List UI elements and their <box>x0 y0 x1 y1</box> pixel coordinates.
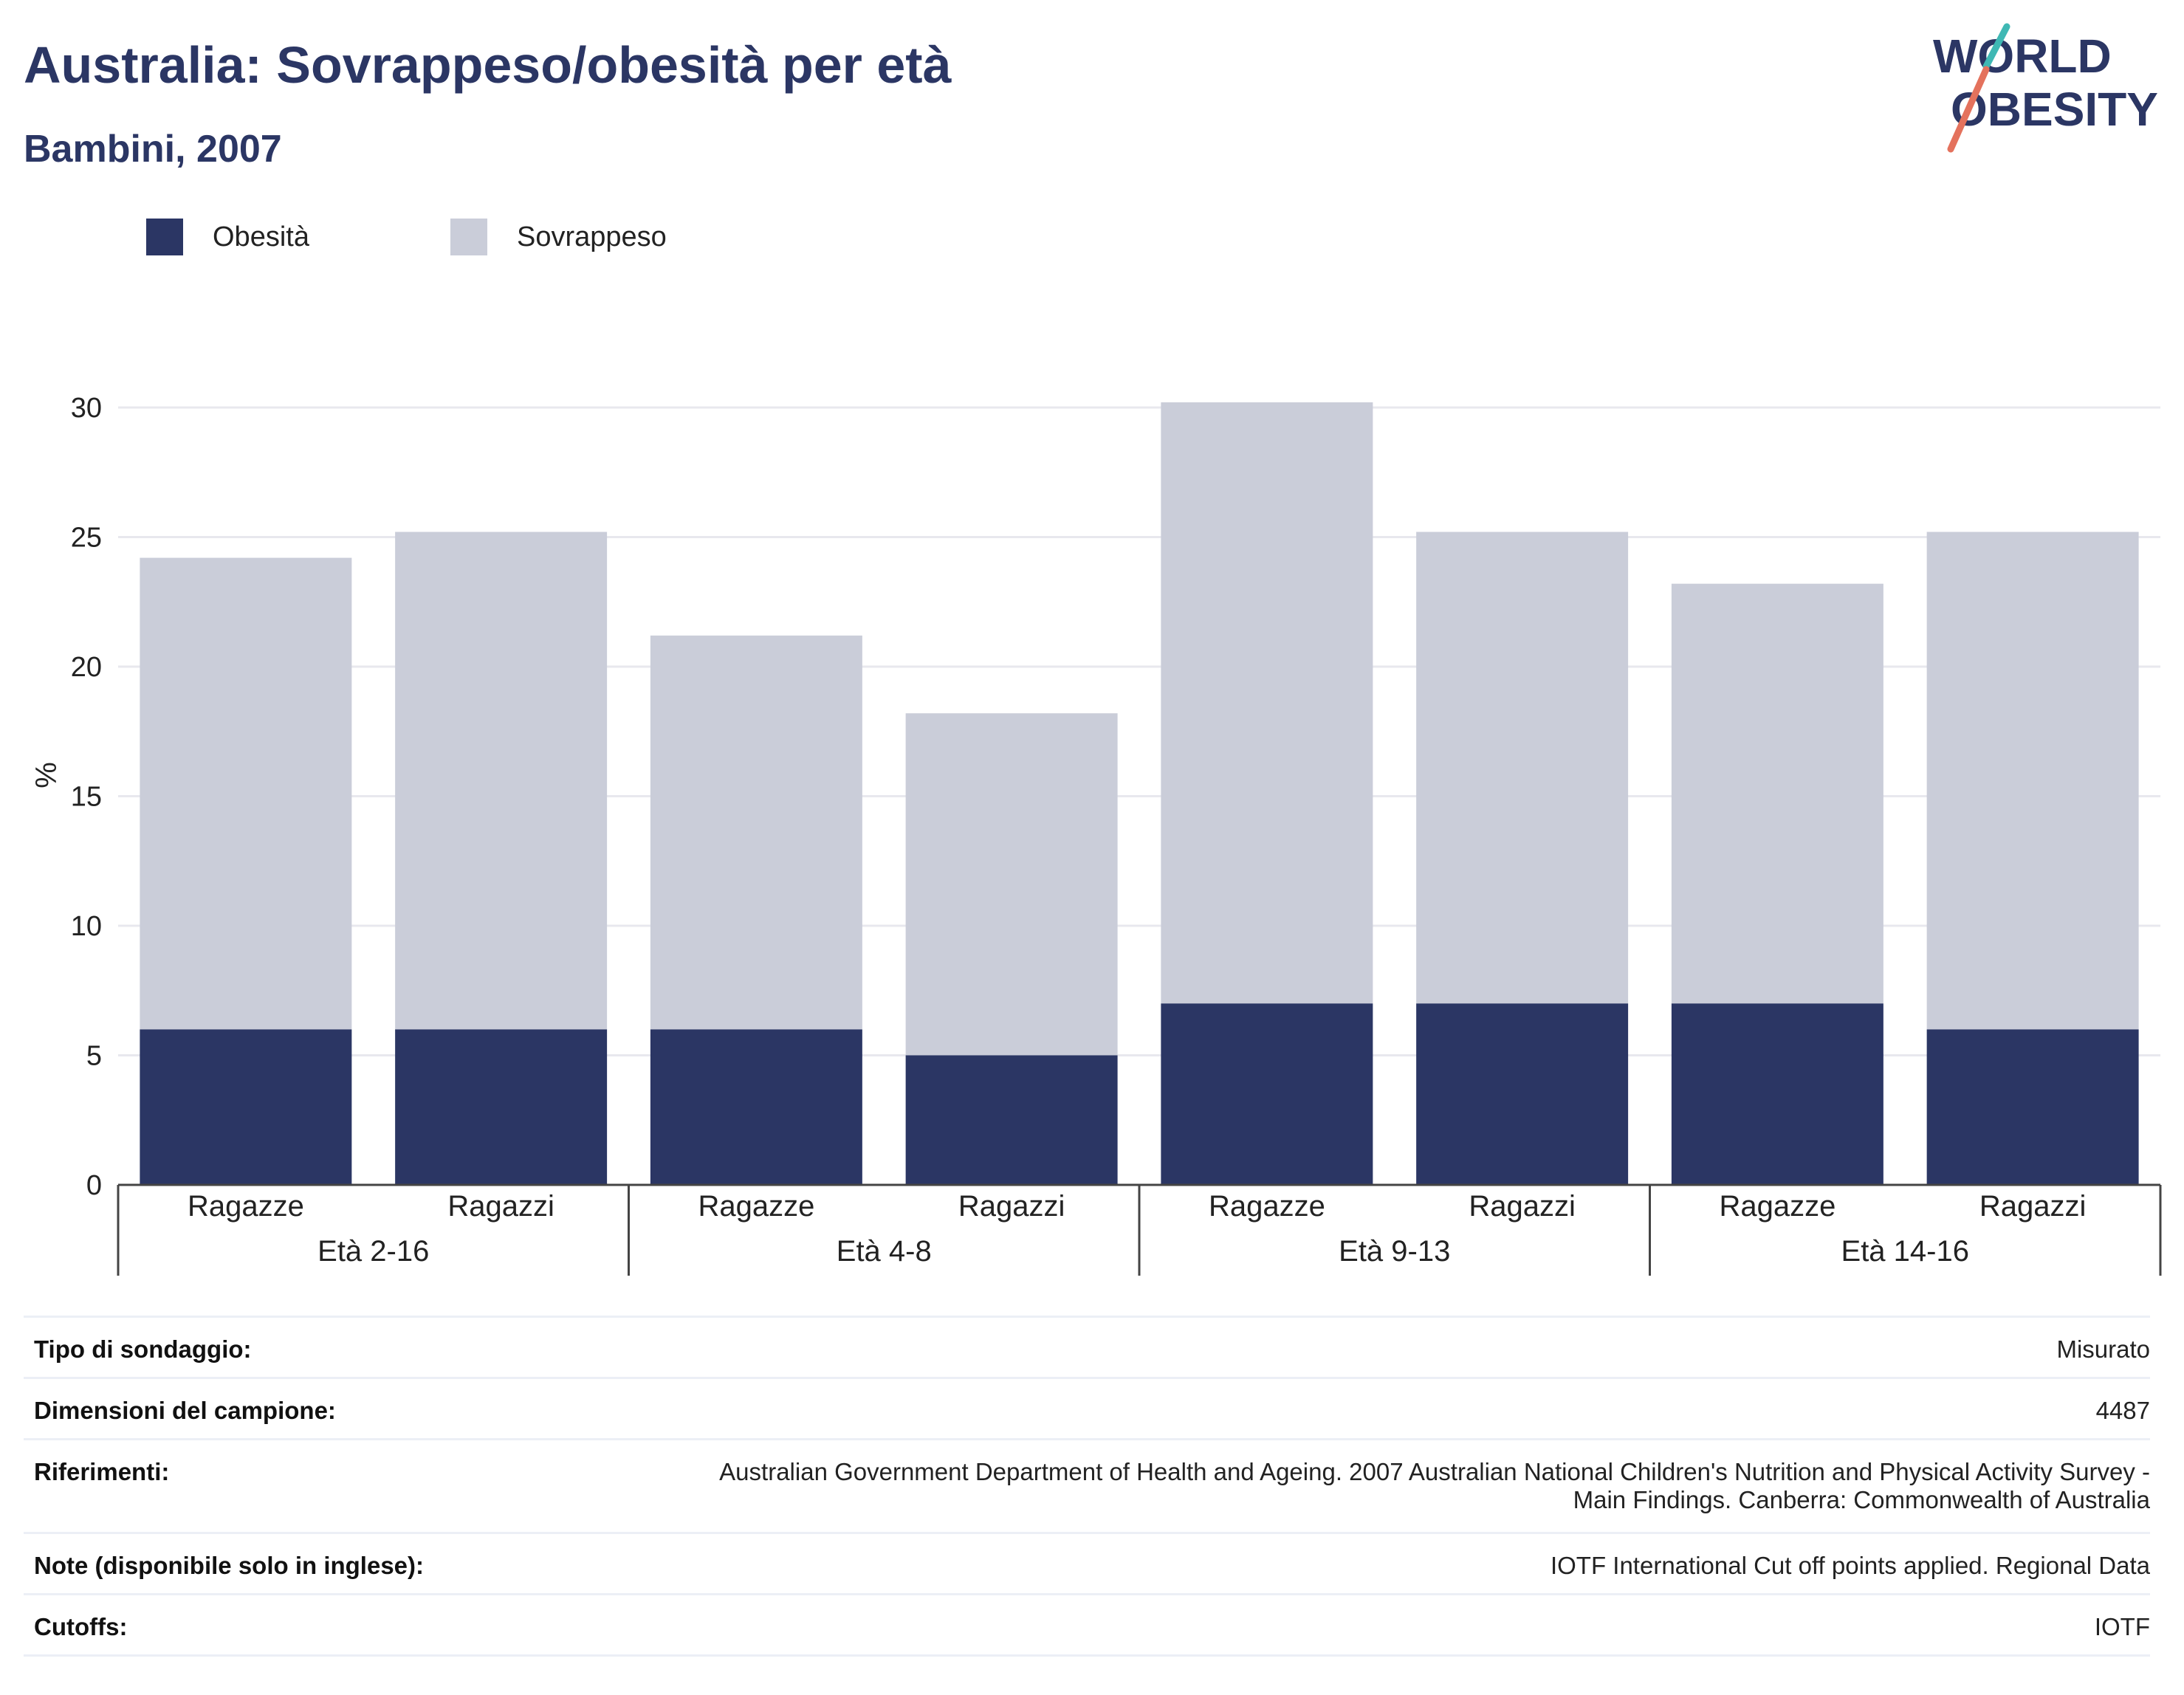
bar-obesity <box>650 1029 862 1185</box>
group-label: Età 9-13 <box>1339 1235 1450 1268</box>
bar-obesity <box>140 1029 351 1185</box>
y-tick-label: 5 <box>86 1041 102 1072</box>
x-tick-label: Ragazzi <box>1979 1190 2087 1223</box>
x-tick-label: Ragazze <box>698 1190 814 1223</box>
bar-obesity <box>1672 1003 1883 1185</box>
y-axis-label: % <box>30 762 63 788</box>
x-tick-label: Ragazzi <box>447 1190 554 1223</box>
info-value: 4487 <box>610 1378 2150 1440</box>
bar-overweight <box>906 713 1118 1055</box>
bar-overweight <box>650 636 862 1030</box>
group-label: Età 4-8 <box>837 1235 932 1268</box>
info-key: Tipo di sondaggio: <box>24 1317 610 1378</box>
group-label: Età 14-16 <box>1841 1235 1969 1268</box>
x-tick-label: Ragazze <box>1209 1190 1325 1223</box>
info-row-references: Riferimenti: Australian Government Depar… <box>24 1440 2150 1533</box>
info-row-notes: Note (disponibile solo in inglese): IOTF… <box>24 1533 2150 1595</box>
info-key: Riferimenti: <box>24 1440 610 1533</box>
bar-chart: 0 5 10 15 20 25 30% Ragazze Ragazzi Ragazze Ragazz… <box>0 0 2184 1299</box>
y-tick-label: 15 <box>71 782 102 813</box>
y-tick-label: 20 <box>71 652 102 683</box>
bar-obesity <box>1161 1003 1373 1185</box>
info-key: Cutoffs: <box>24 1595 610 1656</box>
bar-overweight <box>140 558 351 1030</box>
info-key: Note (disponibile solo in inglese): <box>24 1533 610 1595</box>
info-value: IOTF <box>610 1595 2150 1656</box>
x-tick-label: Ragazzi <box>1469 1190 1576 1223</box>
y-tick-label: 30 <box>71 393 102 424</box>
y-tick-label: 10 <box>71 911 102 942</box>
bar-overweight <box>1927 532 2139 1029</box>
reference-line-2: Main Findings. Canberra: Commonwealth of… <box>610 1486 2150 1514</box>
bar-overweight <box>1672 584 1883 1004</box>
reference-line-1: Australian Government Department of Heal… <box>610 1458 2150 1486</box>
bar-obesity <box>906 1056 1118 1186</box>
group-label: Età 2-16 <box>317 1235 429 1268</box>
info-row-survey-type: Tipo di sondaggio: Misurato <box>24 1317 2150 1378</box>
info-value: Australian Government Department of Heal… <box>610 1440 2150 1533</box>
bar-overweight <box>1161 402 1373 1003</box>
bar-obesity <box>1416 1003 1628 1185</box>
bar-obesity <box>1927 1029 2139 1185</box>
y-tick-label: 25 <box>71 523 102 554</box>
info-row-cutoffs: Cutoffs: IOTF <box>24 1595 2150 1656</box>
info-key: Dimensioni del campione: <box>24 1378 610 1440</box>
x-tick-label: Ragazzi <box>958 1190 1065 1223</box>
x-tick-label: Ragazze <box>188 1190 304 1223</box>
info-value: Misurato <box>610 1317 2150 1378</box>
info-table: Tipo di sondaggio: Misurato Dimensioni d… <box>24 1316 2150 1657</box>
bar-overweight <box>1416 532 1628 1003</box>
info-value: IOTF International Cut off points applie… <box>610 1533 2150 1595</box>
x-tick-label: Ragazze <box>1719 1190 1836 1223</box>
bar-overweight <box>395 532 607 1029</box>
y-tick-label: 0 <box>86 1170 102 1201</box>
bar-obesity <box>395 1029 607 1185</box>
info-row-sample-size: Dimensioni del campione: 4487 <box>24 1378 2150 1440</box>
